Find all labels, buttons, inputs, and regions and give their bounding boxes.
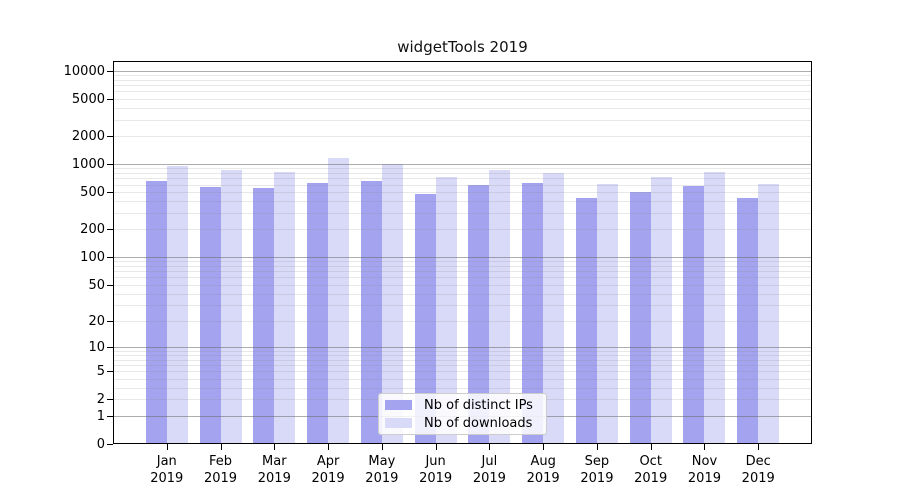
x-tick-apr — [328, 444, 330, 450]
bar-nb-of-downloads-jul — [489, 169, 511, 444]
bar-nb-of-distinct-ips-oct — [629, 191, 651, 444]
bar-nb-of-downloads-mar — [274, 171, 296, 444]
x-tick-oct — [650, 444, 652, 450]
x-tick-label-apr: Apr 2019 — [311, 454, 345, 486]
bar-nb-of-distinct-ips-sep — [575, 197, 597, 444]
bar-nb-of-downloads-apr — [328, 158, 350, 444]
gridline-7000 — [114, 85, 811, 87]
y-tick-2 — [107, 399, 113, 401]
y-tick-label-1000: 1000 — [71, 157, 105, 173]
y-tick-label-50: 50 — [88, 277, 105, 293]
x-tick-jun — [435, 444, 437, 450]
y-tick-10000 — [107, 70, 113, 72]
gridline-4000 — [114, 107, 811, 109]
x-tick-label-jan: Jan 2019 — [150, 454, 184, 486]
bar-nb-of-distinct-ips-may — [360, 181, 382, 444]
y-tick-5 — [107, 371, 113, 373]
x-tick-feb — [220, 444, 222, 450]
y-tick-label-1: 1 — [96, 408, 105, 424]
x-tick-jan — [166, 444, 168, 450]
y-tick-label-200: 200 — [80, 222, 105, 238]
x-tick-label-may: May 2019 — [365, 454, 399, 486]
legend-item-distinct-ips: Nb of distinct IPs — [385, 398, 538, 413]
y-tick-1 — [107, 415, 113, 417]
y-tick-label-2: 2 — [96, 392, 105, 408]
x-tick-label-jul: Jul 2019 — [472, 454, 506, 486]
bar-nb-of-downloads-dec — [758, 184, 780, 444]
y-tick-500 — [107, 192, 113, 194]
bar-nb-of-downloads-jun — [435, 176, 457, 444]
y-tick-label-5000: 5000 — [71, 91, 105, 107]
x-tick-may — [381, 444, 383, 450]
bar-nb-of-distinct-ips-nov — [683, 186, 705, 444]
x-tick-aug — [543, 444, 545, 450]
y-tick-20 — [107, 320, 113, 322]
gridline-10000 — [114, 70, 811, 72]
gridline-5000 — [114, 98, 811, 100]
bar-nb-of-distinct-ips-dec — [737, 197, 759, 444]
gridline-9000 — [114, 75, 811, 77]
legend-swatch-distinct-ips — [385, 400, 412, 410]
x-tick-dec — [758, 444, 760, 450]
x-tick-sep — [596, 444, 598, 450]
bar-nb-of-distinct-ips-aug — [522, 183, 544, 444]
gridline-2000 — [114, 135, 811, 137]
y-tick-label-10000: 10000 — [63, 63, 105, 79]
legend: Nb of distinct IPs Nb of downloads — [378, 393, 547, 435]
y-tick-label-20: 20 — [88, 313, 105, 329]
bar-nb-of-distinct-ips-mar — [253, 187, 275, 444]
y-tick-label-5: 5 — [96, 364, 105, 380]
gridline-3000 — [114, 119, 811, 121]
y-tick-label-100: 100 — [80, 249, 105, 265]
y-tick-label-2000: 2000 — [71, 128, 105, 144]
bar-nb-of-downloads-aug — [543, 172, 565, 444]
gridline-6000 — [114, 91, 811, 93]
gridline-8000 — [114, 79, 811, 81]
x-tick-label-mar: Mar 2019 — [257, 454, 291, 486]
gridline-1000 — [114, 164, 811, 166]
x-tick-label-oct: Oct 2019 — [634, 454, 668, 486]
x-tick-label-feb: Feb 2019 — [203, 454, 238, 486]
y-tick-10 — [107, 346, 113, 348]
legend-label-distinct-ips: Nb of distinct IPs — [424, 397, 533, 413]
y-tick-0 — [107, 444, 113, 445]
x-tick-label-nov: Nov 2019 — [687, 454, 721, 486]
y-tick-2000 — [107, 135, 113, 137]
chart-title: widgetTools 2019 — [397, 38, 528, 56]
y-tick-100 — [107, 256, 113, 258]
bar-nb-of-distinct-ips-apr — [307, 182, 329, 444]
gridline-900 — [114, 168, 811, 170]
x-tick-label-sep: Sep 2019 — [580, 454, 614, 486]
x-tick-label-aug: Aug 2019 — [526, 454, 560, 486]
bar-nb-of-downloads-may — [381, 164, 403, 444]
x-tick-label-dec: Dec 2019 — [741, 454, 775, 486]
y-tick-label-500: 500 — [80, 185, 105, 201]
bar-nb-of-downloads-nov — [704, 171, 726, 444]
legend-item-downloads: Nb of downloads — [385, 416, 538, 431]
y-tick-200 — [107, 229, 113, 231]
x-tick-jul — [489, 444, 491, 450]
legend-swatch-downloads — [385, 418, 412, 428]
legend-label-downloads: Nb of downloads — [424, 415, 533, 431]
bar-nb-of-downloads-oct — [650, 176, 672, 444]
bar-nb-of-downloads-jan — [166, 166, 188, 444]
y-tick-label-10: 10 — [88, 339, 105, 355]
bar-nb-of-downloads-feb — [220, 169, 242, 444]
y-tick-label-0: 0 — [96, 437, 105, 452]
y-tick-1000 — [107, 164, 113, 166]
bar-nb-of-distinct-ips-jul — [468, 185, 490, 444]
x-tick-nov — [704, 444, 706, 450]
y-tick-50 — [107, 284, 113, 286]
x-tick-mar — [274, 444, 276, 450]
bar-nb-of-downloads-sep — [596, 183, 618, 444]
bar-nb-of-distinct-ips-jan — [145, 180, 167, 444]
bar-nb-of-distinct-ips-feb — [199, 186, 221, 444]
x-tick-label-jun: Jun 2019 — [419, 454, 453, 486]
y-tick-5000 — [107, 98, 113, 100]
bar-nb-of-distinct-ips-jun — [414, 193, 436, 444]
